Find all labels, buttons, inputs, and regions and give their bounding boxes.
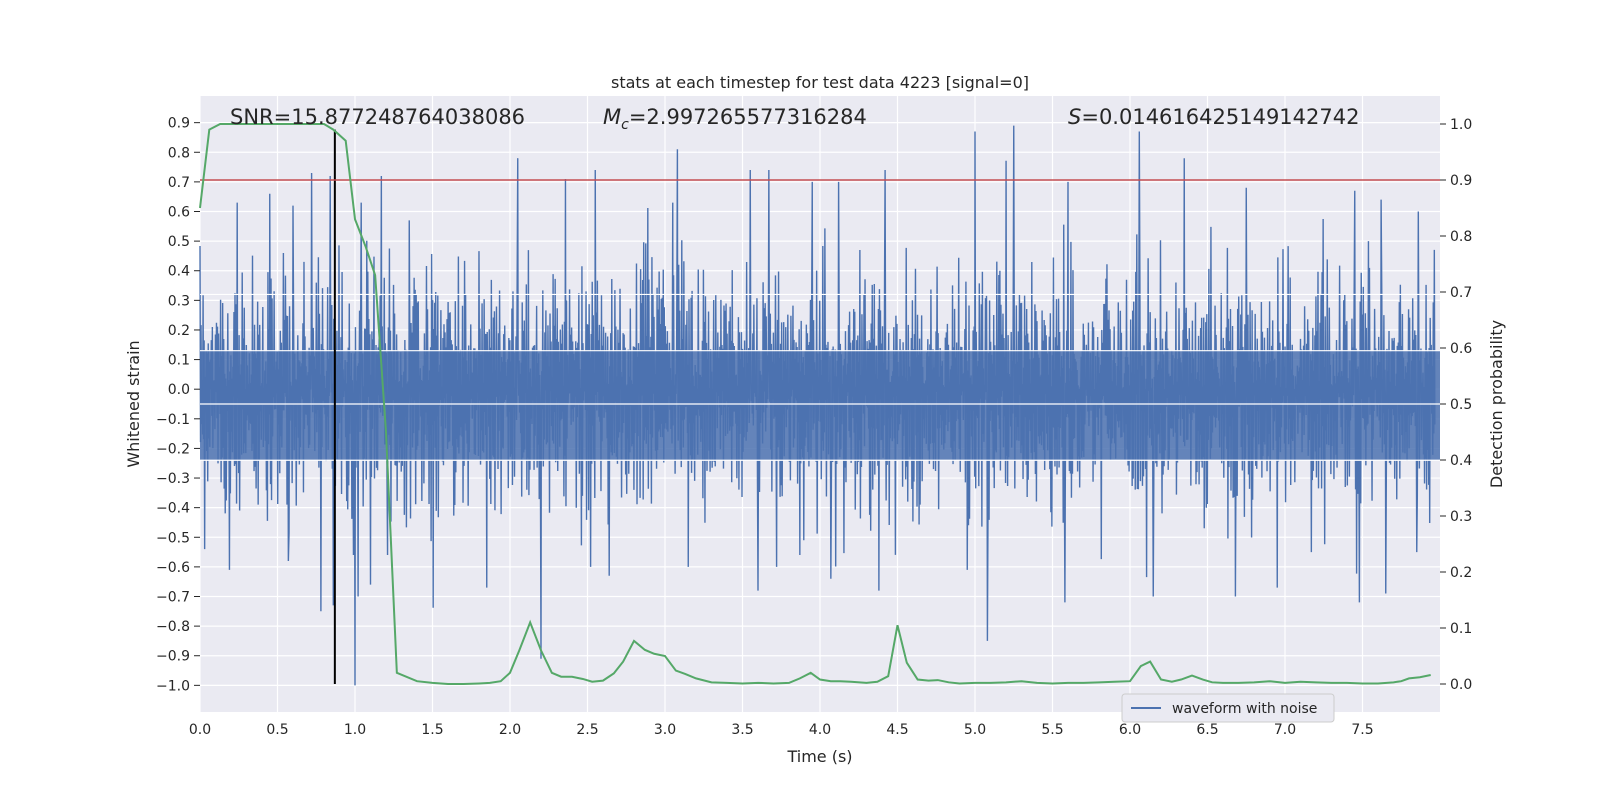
- x-tick-label: 0.0: [189, 722, 211, 738]
- chart-title: stats at each timestep for test data 422…: [611, 73, 1029, 92]
- x-tick-label: 6.5: [1196, 722, 1218, 738]
- x-tick-label: 3.5: [731, 722, 753, 738]
- left-y-axis-ticks: 0.9 0.8 0.7 0.6 0.5 0.4 0.3 0.2 0.1 0.0 −0.1 −0.2 −0…: [156, 116, 200, 694]
- left-y-tick-label: 0.2: [168, 323, 190, 339]
- left-y-axis-label: Whitened strain: [124, 340, 143, 467]
- s-symbol: S: [1068, 105, 1081, 129]
- left-y-tick-label: −0.1: [156, 412, 190, 428]
- x-tick-label: 5.0: [964, 722, 986, 738]
- legend: waveform with noise: [1121, 693, 1335, 723]
- right-y-tick-label: 0.7: [1450, 285, 1472, 301]
- left-y-tick-label: 0.1: [168, 353, 190, 369]
- right-y-tick-label: 0.0: [1450, 677, 1472, 693]
- x-tick-label: 0.5: [266, 722, 288, 738]
- x-tick-label: 7.0: [1274, 722, 1296, 738]
- legend-box: [1121, 693, 1335, 723]
- left-y-tick-label: 0.3: [168, 293, 190, 309]
- right-y-axis-ticks: 0.0 0.1 0.2 0.3 0.4 0.5 0.6 0.7 0.8 0.9 1.0: [1440, 117, 1472, 693]
- x-tick-label: 2.0: [499, 722, 521, 738]
- right-y-axis-label: Detection probability: [1487, 320, 1506, 488]
- x-tick-label: 4.0: [809, 722, 831, 738]
- left-y-tick-label: 0.7: [168, 175, 190, 191]
- waveform-series: [199, 125, 1440, 686]
- right-y-tick-label: 0.2: [1450, 565, 1472, 581]
- right-y-tick-label: 0.1: [1450, 621, 1472, 637]
- s-annotation: S=0.014616425149142742: [1068, 105, 1359, 129]
- right-y-tick-label: 0.6: [1450, 341, 1472, 357]
- left-y-tick-label: −0.9: [156, 649, 190, 665]
- s-value: =0.014616425149142742: [1081, 105, 1359, 129]
- left-y-tick-label: −0.8: [156, 619, 190, 635]
- left-y-tick-label: 0.6: [168, 205, 190, 221]
- x-tick-label: 6.0: [1119, 722, 1141, 738]
- chirp-mass-annotation: Mc=2.997265577316284: [603, 105, 867, 133]
- chirp-mass-value: =2.997265577316284: [629, 105, 867, 129]
- x-tick-label: 1.0: [344, 722, 366, 738]
- snr-annotation: SNR=15.877248764038086: [230, 105, 525, 129]
- left-y-tick-label: −0.2: [156, 441, 190, 457]
- left-y-tick-label: 0.4: [168, 264, 190, 280]
- x-tick-label: 1.5: [421, 722, 443, 738]
- left-y-tick-label: −0.3: [156, 471, 190, 487]
- legend-label: waveform with noise: [1172, 701, 1317, 717]
- probability-series-line: [199, 123, 1431, 685]
- left-y-tick-label: −0.5: [156, 530, 190, 546]
- x-tick-label: 3.0: [654, 722, 676, 738]
- x-axis-label: Time (s): [786, 747, 852, 766]
- right-y-tick-label: 0.5: [1450, 397, 1472, 413]
- left-y-tick-label: 0.5: [168, 234, 190, 250]
- right-y-tick-label: 0.9: [1450, 173, 1472, 189]
- chirp-mass-subscript: c: [621, 117, 629, 133]
- left-y-tick-label: −1.0: [156, 678, 190, 694]
- left-y-tick-label: 0.8: [168, 145, 190, 161]
- right-y-tick-label: 1.0: [1450, 117, 1472, 133]
- chirp-mass-symbol: M: [603, 105, 621, 129]
- right-y-tick-label: 0.8: [1450, 229, 1472, 245]
- x-tick-label: 2.5: [576, 722, 598, 738]
- waveform-dense-band: [200, 350, 1440, 461]
- left-y-tick-label: 0.0: [168, 382, 190, 398]
- right-y-tick-label: 0.3: [1450, 509, 1472, 525]
- right-y-tick-label: 0.4: [1450, 453, 1472, 469]
- left-y-tick-label: −0.6: [156, 560, 190, 576]
- x-tick-label: 7.5: [1351, 722, 1373, 738]
- x-axis-ticks: 0.0 0.5 1.0 1.5 2.0 2.5 3.0 3.5 4.0 4.5 5.0 5.5 6.0 6…: [189, 722, 1374, 738]
- x-tick-label: 5.5: [1041, 722, 1063, 738]
- left-y-tick-label: −0.7: [156, 590, 190, 606]
- left-y-tick-label: −0.4: [156, 501, 190, 517]
- x-tick-label: 4.5: [886, 722, 908, 738]
- left-y-tick-label: 0.9: [168, 116, 190, 132]
